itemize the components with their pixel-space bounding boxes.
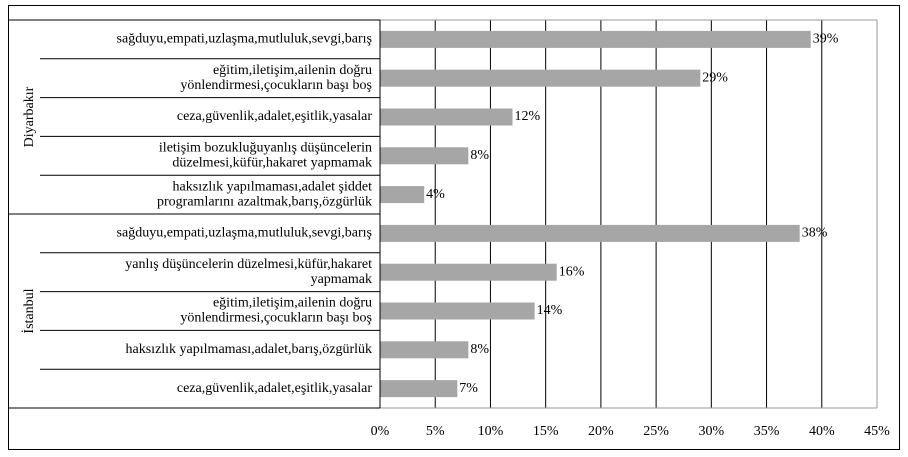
x-tick-label: 15% [533,424,559,439]
category-label: haksızlık yapılmaması,adalet,barış,özgür… [126,342,372,357]
category-label: haksızlık yapılmaması,adalet şiddet [173,179,373,194]
x-tick-label: 25% [643,424,669,439]
bar [380,302,535,320]
x-tick-label: 30% [698,424,724,439]
bar [380,30,811,48]
bar [380,224,800,242]
category-label: eğitim,iletişim,ailenin doğru [213,296,372,311]
category-label: yanlış düşüncelerin düzelmesi,küfür,haka… [125,257,372,272]
x-tick-label: 35% [754,424,780,439]
group-label: Diyarbakır [22,86,37,147]
value-label: 8% [470,342,489,357]
value-label: 7% [459,381,478,396]
value-label: 4% [426,187,445,202]
category-label: yönlendirmesi,çocukların başı boş [180,78,372,93]
x-tick-label: 5% [426,424,445,439]
value-label: 39% [813,32,839,47]
category-label: düzelmesi,küfür,hakaret yapmamak [172,156,372,171]
x-tick-label: 0% [371,424,390,439]
bar [380,263,557,281]
value-label: 14% [537,303,563,318]
x-tick-label: 45% [864,424,890,439]
frame [8,5,900,450]
value-label: 12% [515,109,541,124]
bar [380,147,469,165]
value-label: 8% [470,148,489,163]
x-tick-label: 40% [809,424,835,439]
category-label: eğitim,iletişim,ailenin doğru [213,63,372,78]
bar [380,380,458,398]
bar [380,69,701,87]
value-label: 16% [559,264,585,279]
category-label: sağduyu,empati,uzlaşma,mutluluk,sevgi,ba… [117,32,372,47]
x-tick-label: 10% [478,424,504,439]
x-tick-label: 20% [588,424,614,439]
category-label: ceza,güvenlik,adalet,eşitlik,yasalar [177,381,372,396]
value-label: 38% [802,226,828,241]
bar [380,341,469,359]
category-label: yönlendirmesi,çocukların başı boş [180,311,372,326]
value-label: 29% [702,70,728,85]
category-label: sağduyu,empati,uzlaşma,mutluluk,sevgi,ba… [117,226,372,241]
category-label: programlarını azaltmak,barış,özgürlük [157,194,372,209]
category-label: iletişim bozukluğuyanlış düşüncelerin [159,141,372,156]
bar [380,186,425,204]
category-label: ceza,güvenlik,adalet,eşitlik,yasalar [177,109,372,124]
category-label: yapmamak [311,272,372,287]
bar [380,108,513,126]
group-label: İstanbul [21,288,37,333]
